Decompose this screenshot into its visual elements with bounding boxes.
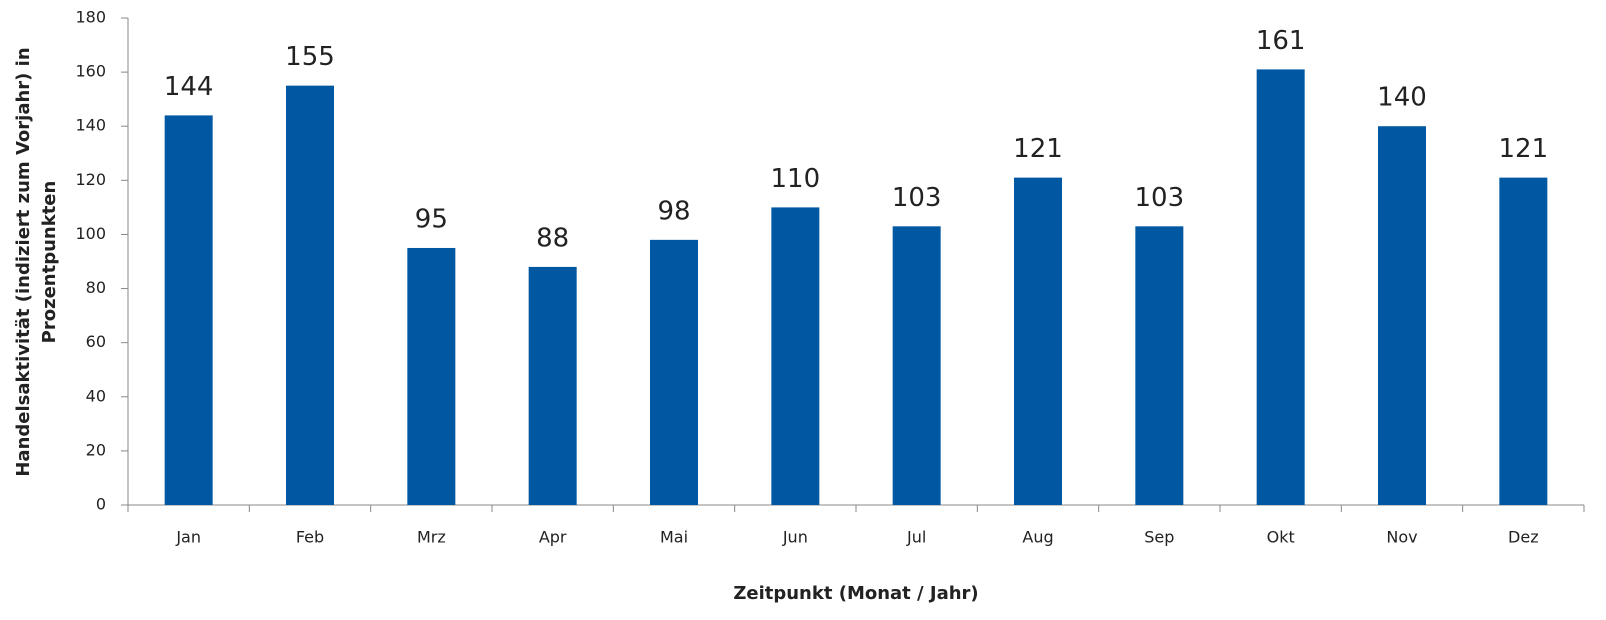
bar — [528, 266, 577, 505]
x-tick-label: Mai — [660, 528, 688, 547]
value-label: 144 — [164, 72, 214, 102]
y-tick-label: 0 — [96, 495, 106, 514]
x-tick-label: Okt — [1267, 528, 1295, 547]
y-tick-label: 60 — [86, 332, 106, 351]
x-tick-label: Jan — [175, 528, 201, 547]
bar — [164, 115, 213, 506]
value-label: 121 — [1013, 134, 1063, 164]
x-tick-label: Jun — [782, 528, 808, 547]
y-tick-label: 120 — [75, 170, 106, 189]
value-label: 103 — [1135, 183, 1185, 213]
y-tick-label: 140 — [75, 116, 106, 135]
y-tick-label: 80 — [86, 278, 106, 297]
bar — [286, 85, 334, 505]
value-label: 121 — [1499, 134, 1549, 164]
y-tick-label: 160 — [75, 62, 106, 81]
x-tick-label: Dez — [1508, 528, 1539, 547]
bar — [1256, 69, 1305, 506]
value-label: 155 — [285, 42, 335, 72]
x-tick-label: Mrz — [417, 528, 446, 547]
x-tick-label: Apr — [539, 528, 567, 547]
value-label: 98 — [657, 196, 690, 226]
x-tick-label: Jul — [906, 528, 926, 547]
value-label: 103 — [892, 183, 942, 213]
x-tick-label: Sep — [1144, 528, 1174, 547]
y-axis-title: Handelsaktivität (indiziert zum Vorjahr)… — [13, 47, 34, 476]
value-label: 88 — [536, 223, 569, 253]
value-label: 140 — [1377, 83, 1427, 113]
x-tick-label: Feb — [296, 528, 324, 547]
bar — [1499, 177, 1548, 505]
value-label: 110 — [771, 164, 821, 194]
value-label: 95 — [415, 204, 448, 234]
y-tick-label: 180 — [75, 8, 106, 27]
bar — [892, 226, 941, 506]
value-label: 161 — [1256, 26, 1306, 56]
bar — [1014, 177, 1062, 505]
y-axis-title: Prozentpunkten — [39, 181, 60, 344]
x-tick-label: Nov — [1386, 528, 1417, 547]
bar — [650, 239, 698, 505]
x-tick-label: Aug — [1022, 528, 1053, 547]
y-tick-label: 100 — [75, 224, 106, 243]
bar — [1378, 126, 1426, 505]
bar — [407, 247, 456, 505]
y-tick-label: 20 — [86, 440, 106, 459]
x-axis-title: Zeitpunkt (Monat / Jahr) — [733, 583, 978, 604]
y-tick-label: 40 — [86, 386, 106, 405]
bar — [771, 207, 820, 505]
bar — [1135, 226, 1184, 506]
